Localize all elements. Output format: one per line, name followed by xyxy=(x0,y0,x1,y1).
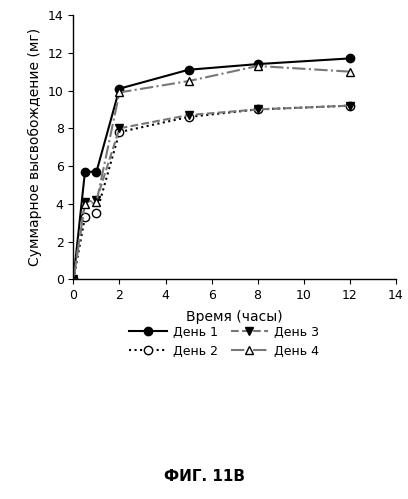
Line: День 4: День 4 xyxy=(69,62,354,283)
День 1 xyxy=(255,61,260,67)
День 2 xyxy=(82,214,87,220)
Text: ФИГ. 11В: ФИГ. 11В xyxy=(164,469,244,484)
День 1 xyxy=(117,86,122,92)
День 4 xyxy=(94,199,99,205)
X-axis label: Время (часы): Время (часы) xyxy=(186,310,283,324)
День 2 xyxy=(186,114,191,120)
День 3 xyxy=(117,125,122,131)
День 1 xyxy=(186,67,191,73)
День 2 xyxy=(347,103,352,109)
Line: День 2: День 2 xyxy=(69,101,354,283)
День 1 xyxy=(94,169,99,175)
День 3 xyxy=(82,199,87,205)
День 4 xyxy=(71,276,76,282)
День 4 xyxy=(117,89,122,95)
День 4 xyxy=(347,69,352,75)
День 4 xyxy=(255,63,260,69)
День 1 xyxy=(82,169,87,175)
Y-axis label: Суммарное высвобождение (мг): Суммарное высвобождение (мг) xyxy=(28,28,42,266)
День 2 xyxy=(117,129,122,135)
День 1 xyxy=(347,55,352,61)
День 2 xyxy=(71,276,76,282)
Line: День 3: День 3 xyxy=(69,101,354,283)
День 3 xyxy=(186,112,191,118)
День 3 xyxy=(71,276,76,282)
День 4 xyxy=(82,201,87,207)
День 3 xyxy=(255,106,260,112)
День 2 xyxy=(94,211,99,217)
Legend: День 1, День 2, День 3, День 4: День 1, День 2, День 3, День 4 xyxy=(129,326,319,358)
День 1 xyxy=(71,276,76,282)
День 3 xyxy=(347,103,352,109)
День 3 xyxy=(94,197,99,203)
День 4 xyxy=(186,78,191,84)
День 2 xyxy=(255,106,260,112)
Line: День 1: День 1 xyxy=(69,54,354,283)
